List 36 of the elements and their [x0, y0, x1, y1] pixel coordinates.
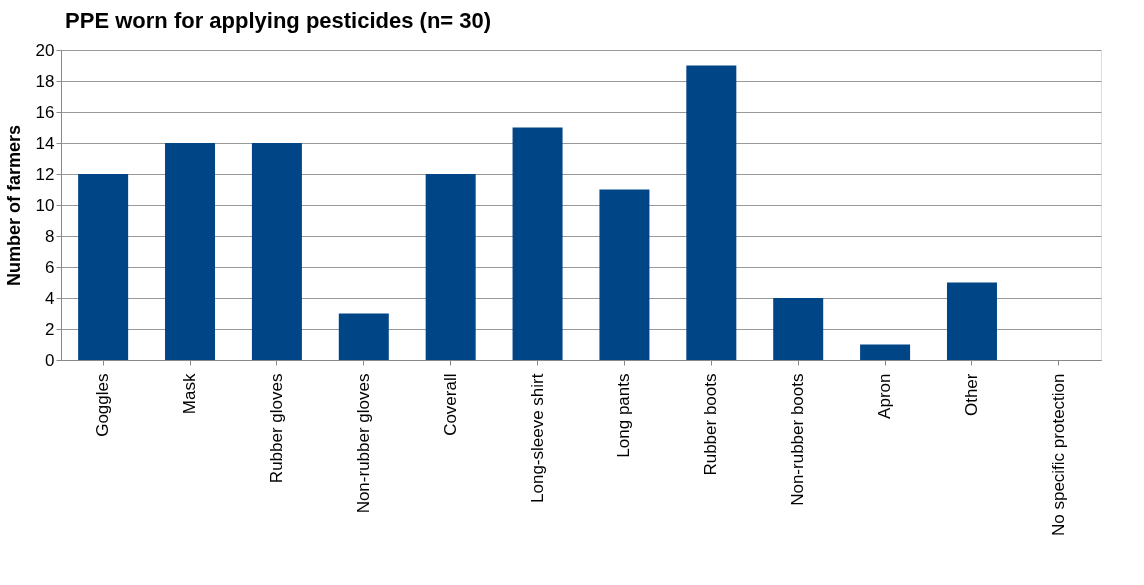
- bar: [78, 174, 129, 360]
- x-tick-label: Goggles: [93, 373, 113, 437]
- y-tick-label: 16: [35, 102, 55, 122]
- y-tick-label: 14: [35, 133, 55, 153]
- y-axis-title: Number of farmers: [3, 124, 24, 287]
- x-tick-label: Other: [961, 373, 981, 417]
- x-tick-label: Rubber gloves: [266, 373, 286, 484]
- y-tick-label: 4: [45, 288, 55, 308]
- bar: [512, 127, 563, 360]
- y-tick-label: 0: [45, 350, 55, 370]
- x-tick-label: Rubber boots: [701, 373, 721, 476]
- x-tick-label: Mask: [180, 373, 200, 415]
- y-tick-label: 2: [45, 319, 55, 339]
- x-tick-label: No specific protection: [1048, 373, 1068, 537]
- x-tick-label: Non-rubber boots: [788, 373, 808, 506]
- bar: [425, 174, 476, 360]
- x-tick-label: Long-sleeve shirt: [527, 373, 547, 503]
- bar: [338, 313, 389, 360]
- y-tick-label: 12: [35, 164, 55, 184]
- bar: [860, 344, 911, 360]
- x-tick-label: Non-rubber gloves: [353, 373, 373, 514]
- bar: [773, 298, 824, 360]
- y-tick-label: 18: [35, 71, 55, 91]
- y-tick-label: 8: [45, 226, 55, 246]
- y-tick-label: 20: [35, 40, 55, 60]
- bar: [686, 65, 737, 360]
- x-tick-label: Coverall: [440, 373, 460, 436]
- bar: [946, 282, 997, 360]
- y-tick-label: 10: [35, 195, 55, 215]
- x-tick-label: Long pants: [614, 373, 634, 458]
- bar: [165, 143, 216, 360]
- chart-title: PPE worn for applying pesticides (n= 30): [65, 8, 492, 33]
- bar: [599, 189, 650, 360]
- bar: [251, 143, 302, 360]
- x-tick-label: Apron: [875, 373, 895, 419]
- y-tick-label: 6: [45, 257, 55, 277]
